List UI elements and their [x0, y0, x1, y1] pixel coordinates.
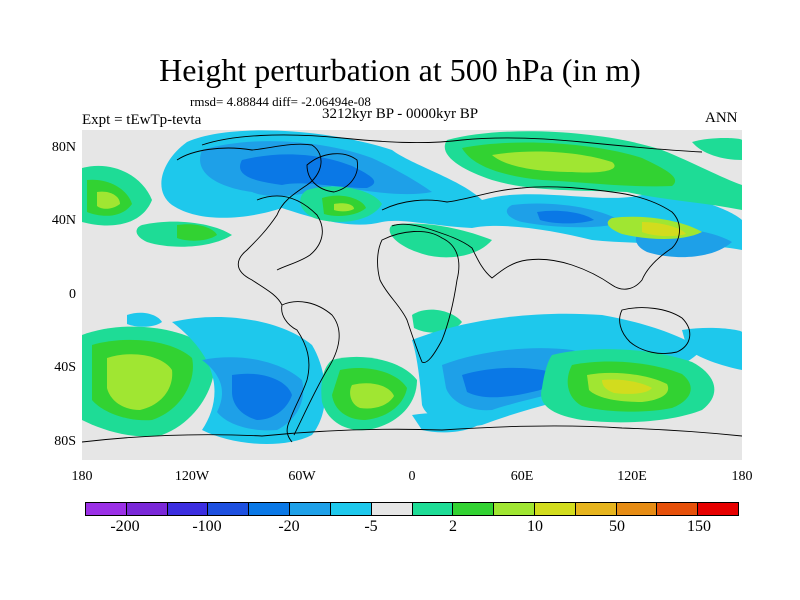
coast-south-america-east	[281, 301, 340, 436]
colorbar-cell	[86, 503, 127, 515]
colorbar-cell	[453, 503, 495, 515]
x-tick-label: 120E	[617, 469, 647, 484]
colorbar-cell	[290, 503, 331, 515]
colorbar-label: -20	[278, 518, 300, 535]
x-tick-label: 60W	[288, 469, 316, 484]
map-title: Height perturbation at 500 hPa (in m)	[159, 52, 641, 88]
colorbar-label: 50	[609, 518, 625, 535]
colorbar-label: -5	[364, 518, 378, 535]
colorbar-cell	[575, 503, 617, 515]
coast-antarctica	[82, 425, 742, 443]
y-tick-label: 80N	[51, 140, 76, 155]
colorbar-cell	[249, 503, 291, 515]
northern-negative-anomaly	[161, 130, 742, 258]
colorbar-cell	[371, 503, 413, 515]
period-label: 3212kyr BP - 0000kyr BP	[322, 106, 479, 122]
colorbar-cell	[330, 503, 372, 515]
x-tick-label: 0	[408, 469, 416, 484]
coast-north-america-east	[256, 195, 323, 271]
colorbar-cell	[167, 503, 209, 515]
colorbar-cell	[126, 503, 168, 515]
colorbar-cell	[412, 503, 454, 515]
height-perturbation-map	[82, 130, 742, 460]
colorbar-cell	[698, 503, 738, 515]
coastlines	[82, 134, 742, 443]
colorbar-cell	[534, 503, 576, 515]
colorbar-label: -200	[110, 518, 140, 535]
y-tick-label: 0	[69, 287, 76, 302]
colorbar-label: 2	[449, 518, 457, 535]
coast-greenland	[306, 153, 358, 193]
colorbar-label: 150	[687, 518, 711, 535]
x-tick-label: 60E	[510, 469, 534, 484]
southern-anomaly	[82, 313, 742, 445]
colorbar-cell	[616, 503, 658, 515]
coast-arctic	[201, 134, 703, 153]
y-tick-label: 40S	[54, 360, 76, 375]
coast-australia	[619, 307, 691, 354]
northern-positive-anomaly	[82, 131, 742, 258]
rmsd-label: rmsd= 4.88844 diff= -2.06494e-08	[190, 94, 371, 109]
coast-americas-west	[176, 143, 322, 443]
colorbar-cell	[657, 503, 699, 515]
x-tick-label: 180	[71, 469, 93, 484]
x-tick-label: 120W	[174, 469, 210, 484]
season-label: ANN	[705, 110, 738, 126]
y-tick-label: 40N	[51, 213, 76, 228]
coast-africa	[377, 230, 460, 363]
x-tick-label: 180	[731, 469, 753, 484]
coast-eurasia	[381, 186, 680, 290]
colorbar	[85, 502, 739, 516]
colorbar-cell	[208, 503, 250, 515]
colorbar-cell	[494, 503, 535, 515]
colorbar-label: -100	[192, 518, 222, 535]
experiment-label: Expt = tEwTp-tevta	[82, 112, 202, 128]
y-tick-label: 80S	[54, 434, 76, 449]
colorbar-label: 10	[527, 518, 543, 535]
